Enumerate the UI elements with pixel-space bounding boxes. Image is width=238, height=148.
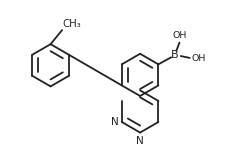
Text: B: B [171,50,179,60]
Text: CH₃: CH₃ [63,20,81,29]
Text: OH: OH [173,31,187,40]
Text: OH: OH [192,54,206,63]
Text: N: N [111,117,119,127]
Text: N: N [136,136,144,146]
